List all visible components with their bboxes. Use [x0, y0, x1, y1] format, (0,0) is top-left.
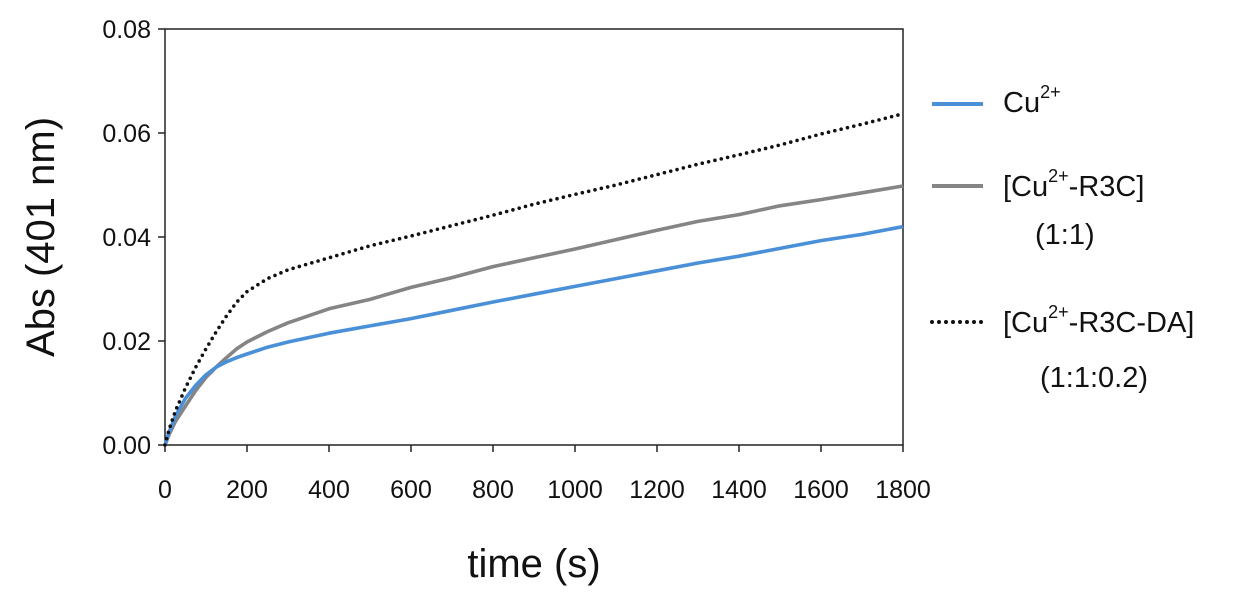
legend-label: [Cu2+-R3C-DA]: [1003, 302, 1194, 339]
series-line-1: [163, 224, 904, 446]
y-axis-title: Abs (401 nm): [19, 117, 63, 357]
series-line-3: [163, 112, 905, 447]
x-tick-label: 600: [390, 476, 432, 504]
x-tick-label: 0: [158, 476, 172, 504]
legend-label: Cu2+: [1003, 82, 1061, 119]
y-axis: 0.00 0.02 0.04 0.06 0.08: [102, 16, 165, 460]
x-tick-label: 1800: [875, 476, 931, 504]
x-tick-label: 1400: [711, 476, 767, 504]
series-line-2: [163, 184, 904, 446]
x-axis: 0 200 400 600 800 1000 1200 1400 1600 1800: [158, 445, 931, 504]
plot-area: [164, 28, 904, 446]
legend-label: (1:1): [1035, 219, 1095, 251]
legend: Cu2+ [Cu2+-R3C] (1:1) [Cu2+-R3C-DA] (1:1:0.2…: [930, 82, 1194, 394]
y-tick-label: 0.02: [102, 328, 151, 356]
y-tick-label: 0.08: [102, 16, 151, 44]
x-tick-label: 1000: [547, 476, 603, 504]
legend-label: (1:1:0.2): [1040, 362, 1148, 394]
data-series: [163, 112, 905, 447]
x-tick-label: 200: [226, 476, 268, 504]
x-tick-label: 800: [472, 476, 514, 504]
x-tick-label: 1600: [793, 476, 849, 504]
legend-label: [Cu2+-R3C]: [1003, 166, 1144, 203]
x-axis-title: time (s): [467, 542, 600, 586]
plot-border: [164, 28, 904, 446]
x-tick-label: 1200: [629, 476, 685, 504]
y-tick-label: 0.04: [102, 224, 151, 252]
y-tick-label: 0.00: [102, 432, 151, 460]
y-tick-label: 0.06: [102, 120, 151, 148]
x-tick-label: 400: [308, 476, 350, 504]
